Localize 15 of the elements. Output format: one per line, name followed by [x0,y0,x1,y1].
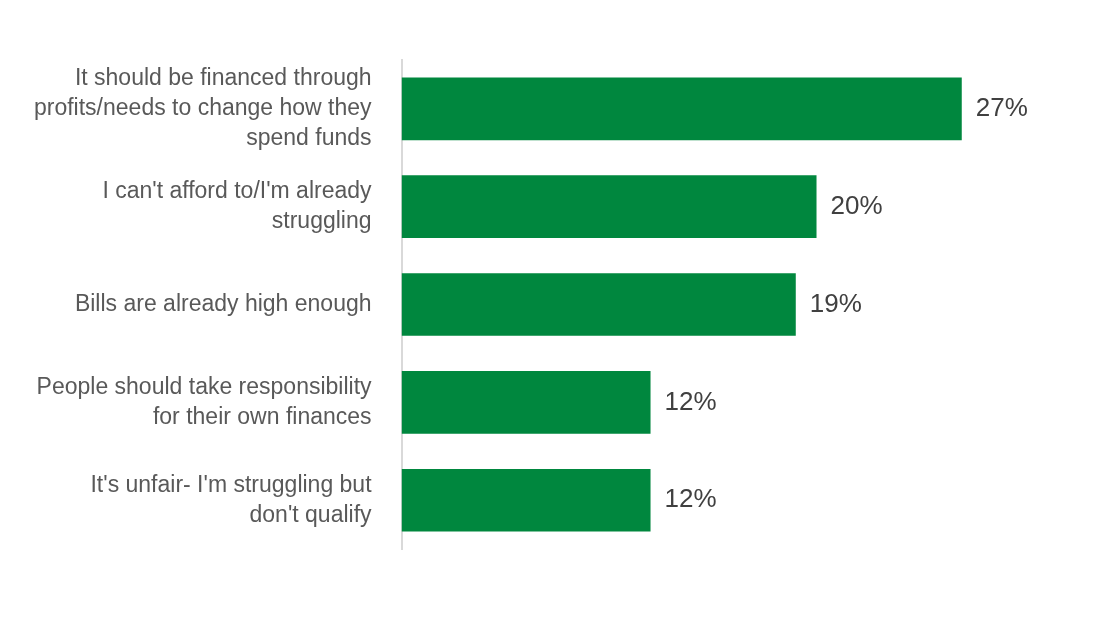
y-tick-label: It's unfair- I'm struggling but don't qualify [90,470,373,527]
bar [401,371,651,434]
y-tick-label: I can't afford to/I'm already struggling [102,177,373,233]
y-tick-label: People should take responsibility for their own finances [36,372,373,429]
bar [401,273,796,336]
bar [401,468,651,532]
data-label: 20% [830,189,883,220]
data-label: 12% [664,483,717,514]
y-tick-label: Bills are already high enough [74,289,372,316]
y-tick-label: It should be financed through profits/needs to change how they spend funds [33,64,373,151]
bar [401,175,817,238]
data-label: 19% [809,287,862,318]
bar [401,77,962,141]
data-label: 27% [975,92,1028,122]
data-label: 12% [664,385,717,416]
